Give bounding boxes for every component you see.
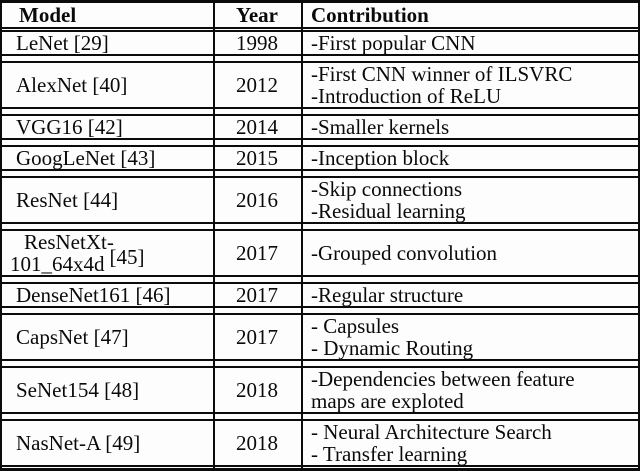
citation-ref: [45] [109,245,145,269]
column-divider-model-year [213,3,215,468]
year-cell: 2018 [213,368,301,412]
cell-text-line: 2014 [236,115,278,139]
table-row: GoogLeNet [43] 2015 -Inception block [2,145,638,171]
year-cell: 2015 [213,147,301,169]
cell-text-line: maps are exploted [311,389,464,413]
model-cell: SeNet154 [48] [2,368,213,412]
cell-text-line: - Capsules [311,314,400,338]
table-row: SeNet154 [48] 2018 -Dependencies between… [2,366,638,414]
table-row: NasNet-A [49] 2018 - Neural Architecture… [2,419,638,467]
table-row: ResNetXt- 101_64x4d [45] 2017 -Grouped con… [2,229,638,277]
cell-text-line: VGG16 [42] [16,115,123,139]
year-cell: 2017 [213,231,301,275]
table-row: DenseNet161 [46] 2017 -Regular structure [2,282,638,308]
cell-text-line: ResNet [44] [16,188,119,212]
cell-text-line: -Inception block [311,146,450,170]
table-body: LeNet [29] 1998 -First popular CNN AlexN… [2,30,638,467]
cell-text-line: -Smaller kernels [311,115,450,139]
cell-text-line: 2017 [236,241,278,265]
table-row: LeNet [29] 1998 -First popular CNN [2,30,638,56]
cell-text-line: 2017 [236,283,278,307]
cell-text-line: CapsNet [47] [16,325,129,349]
contribution-cell: -Smaller kernels [301,116,638,138]
cell-text-line: -Regular structure [311,283,464,307]
contribution-cell: -Inception block [301,147,638,169]
cell-text-line: -Grouped convolution [311,241,498,265]
model-cell: DenseNet161 [46] [2,284,213,306]
cell-text-line: AlexNet [40] [16,73,128,97]
contribution-cell: -First CNN winner of ILSVRC -Introduction… [301,63,638,107]
cell-text-line: -Introduction of ReLU [311,84,502,108]
cell-text-line: 2012 [236,73,278,97]
cell-text-line: DenseNet161 [46] [16,283,171,307]
year-cell: 2016 [213,178,301,222]
year-cell: 2018 [213,421,301,465]
cell-text-line: -Residual learning [311,199,466,223]
model-cell: CapsNet [47] [2,315,213,359]
contribution-cell: -Grouped convolution [301,231,638,275]
cell-text-line: - Transfer learning [311,442,468,466]
model-cell: AlexNet [40] [2,63,213,107]
col-header-year: Year [236,2,278,27]
contribution-cell: -First popular CNN [301,32,638,54]
year-cell: 2017 [213,315,301,359]
cell-text-line: GoogLeNet [43] [16,146,156,170]
cell-text-line: 2017 [236,325,278,349]
contribution-cell: -Regular structure [301,284,638,306]
model-cell: LeNet [29] [2,32,213,54]
cell-text-line: 101_64x4d [45] [10,245,145,276]
table-row: CapsNet [47] 2017 - Capsules - Dynamic Ro… [2,313,638,361]
cell-text-line: - Neural Architecture Search [311,420,552,444]
model-cell: ResNet [44] [2,178,213,222]
contribution-cell: - Neural Architecture Search - Transfer l… [301,421,638,465]
year-cell: 2017 [213,284,301,306]
col-header-contribution: Contribution [311,2,429,27]
col-header-model: Model [19,2,77,27]
cell-text-line: 1998 [236,31,278,55]
year-cell: 2012 [213,63,301,107]
year-cell: 1998 [213,32,301,54]
table-header-row: Model Year Contribution [2,3,638,29]
model-cell: ResNetXt- 101_64x4d [45] [2,231,213,275]
cell-text-line: -Dependencies between feature [311,367,575,391]
cell-text-line: -First popular CNN [311,31,476,55]
model-cell: NasNet-A [49] [2,421,213,465]
cell-text-line: 2018 [236,431,278,455]
cell-text-line: 2018 [236,378,278,402]
column-divider-year-contribution [301,3,303,468]
cell-text-line: SeNet154 [48] [16,378,140,402]
cell-text-line: 2015 [236,146,278,170]
cell-text-line: -Skip connections [311,177,463,201]
cell-text-line: LeNet [29] [16,31,109,55]
contribution-cell: -Skip connections -Residual learning [301,178,638,222]
model-cell: GoogLeNet [43] [2,147,213,169]
cell-text-line: -First CNN winner of ILSVRC [311,62,573,86]
cell-text-line: NasNet-A [49] [16,431,141,455]
cell-text-line: - Dynamic Routing [311,336,474,360]
model-cell: VGG16 [42] [2,116,213,138]
contribution-cell: - Capsules - Dynamic Routing [301,315,638,359]
cell-text-line: ResNetXt- [24,230,114,254]
year-cell: 2014 [213,116,301,138]
table-row: ResNet [44] 2016 -Skip connections -Resid… [2,176,638,224]
table-row: AlexNet [40] 2012 -First CNN winner of I… [2,61,638,109]
contribution-cell: -Dependencies between feature maps are ex… [301,368,638,412]
cell-text-line: 2016 [236,188,278,212]
table-row: VGG16 [42] 2014 -Smaller kernels [2,114,638,140]
